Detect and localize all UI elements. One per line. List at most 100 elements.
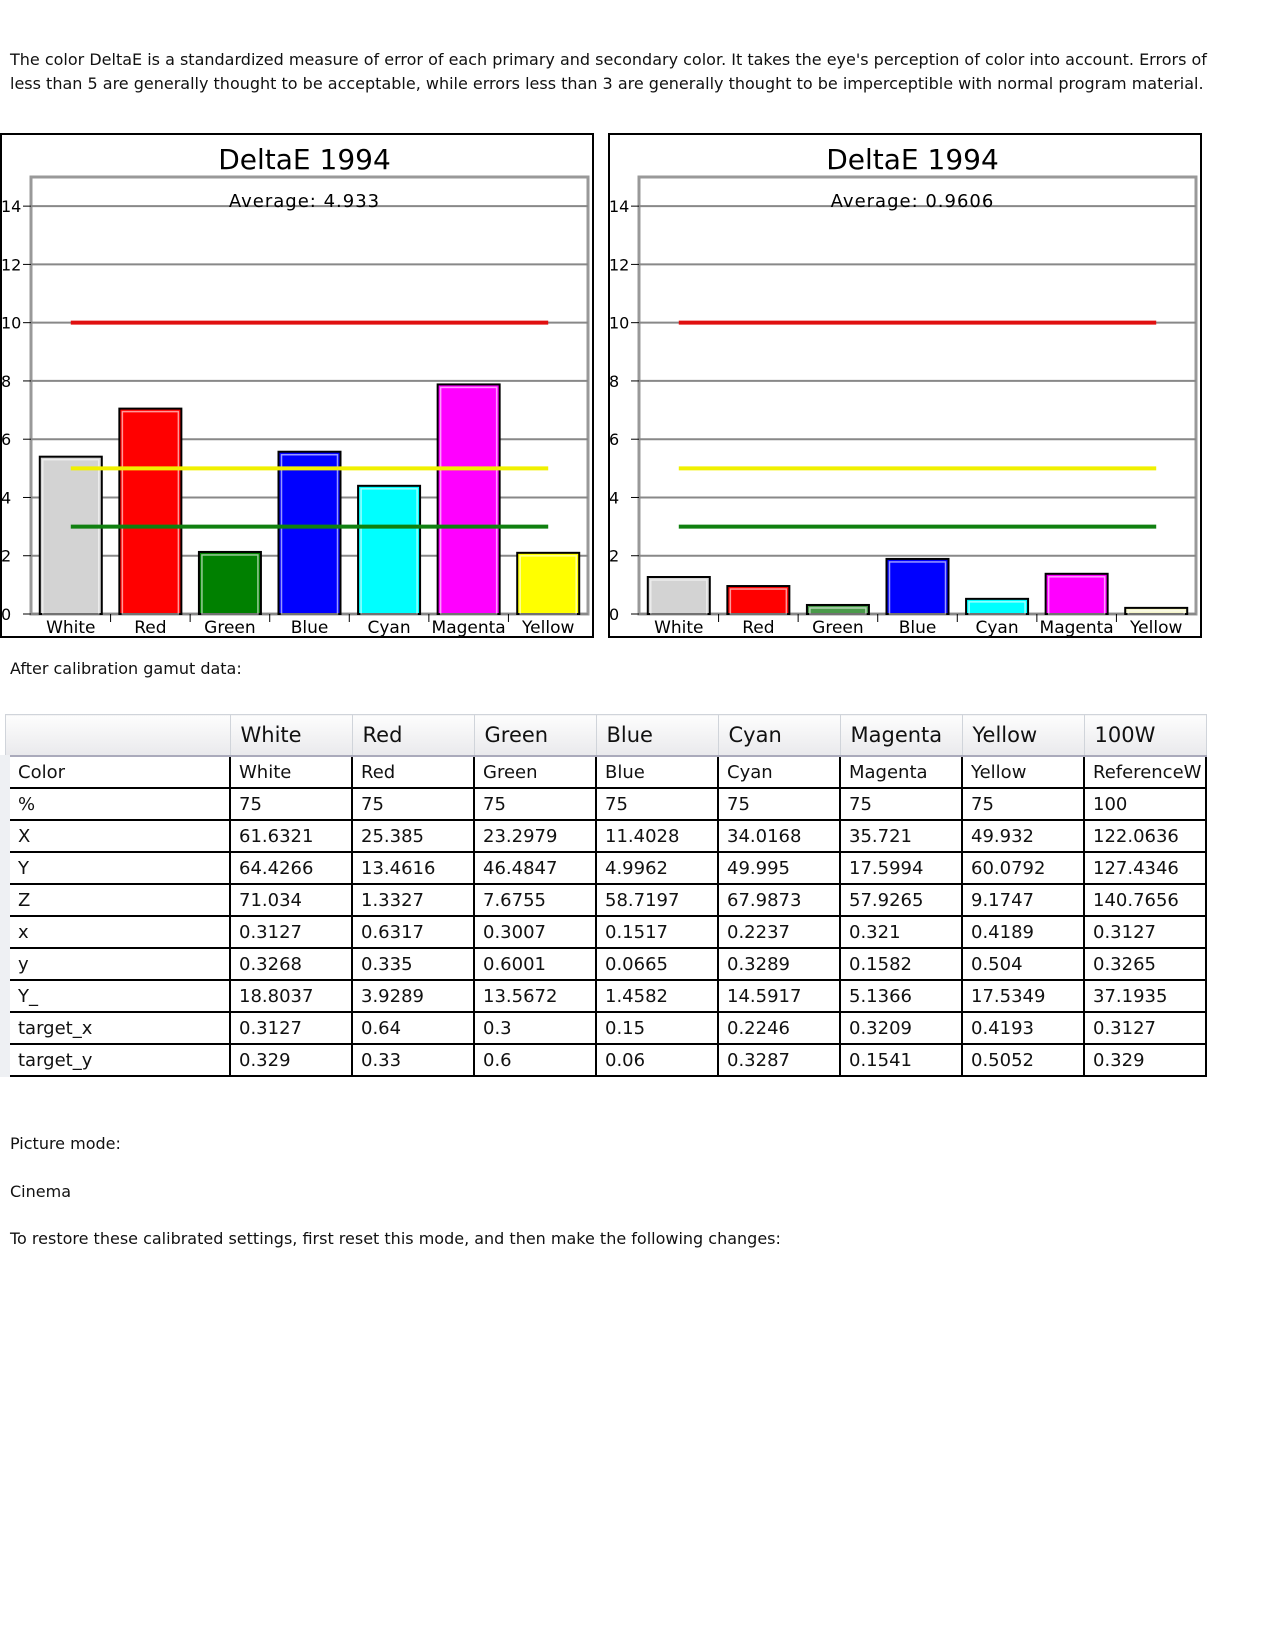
table-cell: 0.3007 <box>473 915 597 949</box>
table-row: x 0.3127 0.6317 0.3007 0.1517 0.2237 0.321 0.41… <box>0 915 1207 949</box>
bar <box>118 407 183 615</box>
bar-highlight <box>519 555 577 615</box>
table-cell: 75 <box>473 787 597 821</box>
y-tick-label: 12 <box>609 255 629 274</box>
x-tick-label: Green <box>812 618 863 638</box>
table-cell: 75 <box>717 787 841 821</box>
table-cell: 0.5052 <box>961 1043 1085 1077</box>
gamut-heading: After calibration gamut data: <box>10 659 242 678</box>
y-tick-label: 4 <box>1 488 11 507</box>
y-tick-label: 10 <box>1 314 21 333</box>
average-annotation: Average: 0.9606 <box>831 191 995 212</box>
bar <box>277 450 342 615</box>
table-cell: 64.4266 <box>229 851 353 885</box>
gamut-table: White Red Green Blue Cyan Magenta Yellow 100W Co… <box>0 714 1207 1077</box>
table-cell: Cyan <box>717 755 841 789</box>
average-annotation: Average: 4.933 <box>229 191 380 212</box>
chart: DeltaE 1994 0 2 4 6 8 10 12 14 White Red Green Blue C… <box>608 133 1202 638</box>
bar <box>1044 572 1109 615</box>
y-tick-label: 12 <box>1 255 21 274</box>
table-cell: 1.3327 <box>351 883 475 917</box>
table-cell: 14.5917 <box>717 979 841 1013</box>
x-tick-label: Yellow <box>521 618 574 638</box>
bar-highlight <box>729 588 788 615</box>
bar <box>885 557 950 615</box>
bar <box>197 550 262 616</box>
table-cell: 57.9265 <box>839 883 963 917</box>
table-cell: 0.1541 <box>839 1043 963 1077</box>
intro-text: The color DeltaE is a standardized measu… <box>10 50 1207 93</box>
table-cell: 0.3127 <box>229 915 353 949</box>
x-tick-label: Magenta <box>432 618 506 638</box>
table-cell: 34.0168 <box>717 819 841 853</box>
table-cell: 0.1517 <box>595 915 719 949</box>
table-cell: 0.6317 <box>351 915 475 949</box>
table-cell: 100 <box>1083 787 1207 821</box>
x-tick-label: Magenta <box>1040 618 1114 638</box>
bar-highlight <box>360 488 418 615</box>
table-cell: 17.5349 <box>961 979 1085 1013</box>
bar <box>805 603 870 615</box>
bar-highlight <box>280 453 339 615</box>
bar-highlight <box>1047 576 1106 615</box>
table-cell: Yellow <box>961 755 1085 789</box>
table-row: target_x 0.3127 0.64 0.3 0.15 0.2246 0.3209 0.4… <box>0 1011 1207 1045</box>
table-cell: 0.3268 <box>229 947 353 981</box>
y-tick-label: 0 <box>609 605 619 624</box>
table-cell: 3.9289 <box>351 979 475 1013</box>
column-header: Yellow <box>961 714 1085 757</box>
bar <box>646 576 711 616</box>
table-cell: 67.9873 <box>717 883 841 917</box>
table-cell: 0.2237 <box>717 915 841 949</box>
table-cell: 11.4028 <box>595 819 719 853</box>
table-row: X 61.6321 25.385 23.2979 11.4028 34.0168 35.72… <box>0 819 1207 853</box>
x-tick-label: Blue <box>291 618 329 638</box>
x-tick-label: Cyan <box>368 618 411 638</box>
y-tick-label: 4 <box>609 488 619 507</box>
table-cell: 0.6001 <box>473 947 597 981</box>
table-cell: 0.504 <box>961 947 1085 981</box>
column-header: Green <box>473 714 597 757</box>
table-cell: 0.1582 <box>839 947 963 981</box>
table-cell: ReferenceW <box>1083 755 1207 789</box>
header-row: White Red Green Blue Cyan Magenta Yellow 100W <box>4 714 1207 757</box>
table-cell: 25.385 <box>351 819 475 853</box>
table-cell: 0.329 <box>229 1043 353 1077</box>
table-cell: 122.0636 <box>1083 819 1207 853</box>
table-cell: 37.1935 <box>1083 979 1207 1013</box>
table-cell: 0.3209 <box>839 1011 963 1045</box>
table-row: Z 71.034 1.3327 7.6755 58.7197 67.9873 57.9265… <box>0 883 1207 917</box>
table-cell: 58.7197 <box>595 883 719 917</box>
bar-highlight <box>650 579 708 615</box>
table-row: % 75 75 75 75 75 75 75 100 <box>0 787 1207 821</box>
table-cell: 0.06 <box>595 1043 719 1077</box>
table-cell: 75 <box>229 787 353 821</box>
x-tick-label: Green <box>204 618 255 638</box>
table-row: y 0.3268 0.335 0.6001 0.0665 0.3289 0.1582 0.50… <box>0 947 1207 981</box>
row-label: Y_ <box>0 979 231 1013</box>
table-cell: 0.329 <box>1083 1043 1207 1077</box>
table-cell: 75 <box>961 787 1085 821</box>
y-tick-label: 14 <box>1 197 21 216</box>
table-cell: 0.4189 <box>961 915 1085 949</box>
x-tick-label: Yellow <box>1129 618 1182 638</box>
y-tick-label: 0 <box>1 605 11 624</box>
table-row: Y 64.4266 13.4616 46.4847 4.9962 49.995 17.599… <box>0 851 1207 885</box>
table-cell: 71.034 <box>229 883 353 917</box>
column-header: White <box>229 714 353 757</box>
row-label: x <box>0 915 231 949</box>
table-cell: 0.64 <box>351 1011 475 1045</box>
bar-highlight <box>968 601 1026 615</box>
table-cell: 0.15 <box>595 1011 719 1045</box>
table-row: Y_ 18.8037 3.9289 13.5672 1.4582 14.5917 5.136… <box>0 979 1207 1013</box>
picture-mode: Cinema <box>10 1182 71 1201</box>
y-tick-label: 6 <box>609 430 619 449</box>
x-tick-label: White <box>46 618 95 638</box>
table-cell: 0.6 <box>473 1043 597 1077</box>
y-tick-label: 8 <box>609 372 619 391</box>
chart-frame <box>608 133 1202 638</box>
table-cell: Red <box>351 755 475 789</box>
table-cell: 7.6755 <box>473 883 597 917</box>
